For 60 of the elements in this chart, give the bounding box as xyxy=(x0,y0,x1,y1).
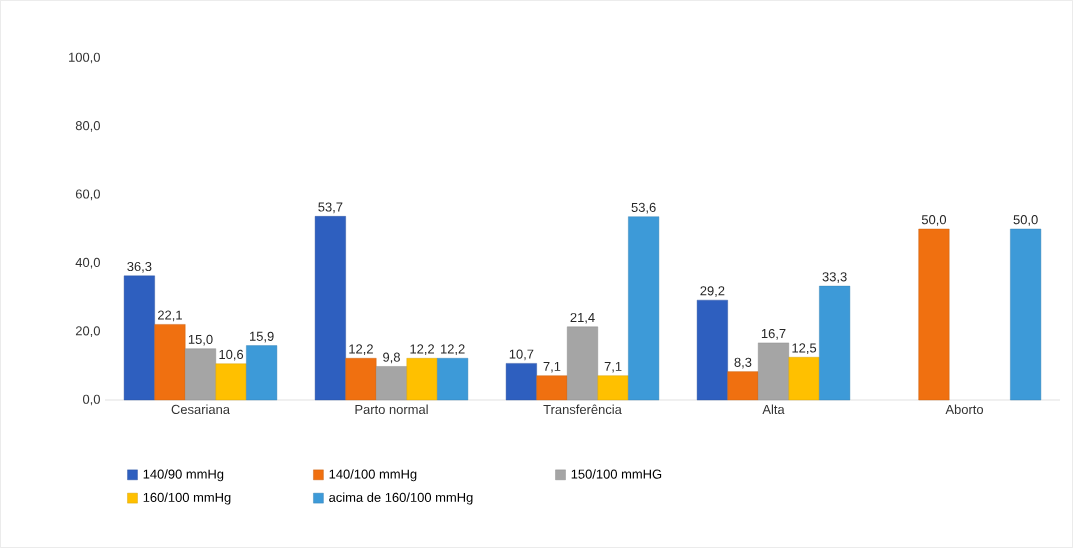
data-label: 16,7 xyxy=(761,328,786,340)
data-label: 8,3 xyxy=(734,357,752,369)
bar xyxy=(215,363,247,401)
y-tick-label: 100,0 xyxy=(69,52,100,64)
bar xyxy=(345,358,377,401)
bar xyxy=(314,216,346,401)
data-label: 33,3 xyxy=(822,272,847,283)
y-tick-label: 60,0 xyxy=(75,189,100,201)
x-tick-label: Parto normal xyxy=(355,404,428,415)
bar xyxy=(727,371,759,401)
bar xyxy=(1010,228,1042,401)
bar xyxy=(437,358,469,401)
y-tick-label: 0,0 xyxy=(82,394,100,406)
data-label: 10,6 xyxy=(219,349,244,361)
bar xyxy=(597,375,629,401)
bar xyxy=(628,216,660,401)
bar xyxy=(788,357,820,401)
bar xyxy=(246,345,278,401)
legend-label: 140/100 mmHg xyxy=(329,469,417,482)
bar xyxy=(819,285,851,401)
bar xyxy=(185,348,216,401)
data-label: 50,0 xyxy=(921,215,947,226)
x-tick-label: Alta xyxy=(762,404,785,415)
y-tick-label: 20,0 xyxy=(75,326,100,337)
data-label: 22,1 xyxy=(157,310,182,322)
x-tick-label: Cesariana xyxy=(171,404,231,415)
data-label: 53,7 xyxy=(318,202,343,214)
data-label: 15,9 xyxy=(250,331,274,343)
data-label: 50,0 xyxy=(1013,215,1038,226)
data-label: 12,2 xyxy=(349,344,373,356)
bar xyxy=(758,342,789,401)
y-tick-label: 40,0 xyxy=(75,257,100,269)
legend-label: 160/100 mmHg xyxy=(143,492,231,505)
data-label: 53,6 xyxy=(631,202,656,214)
data-label: 7,1 xyxy=(543,361,561,373)
data-label: 12,2 xyxy=(410,344,435,356)
data-label: 7,1 xyxy=(604,361,622,373)
bar xyxy=(918,228,950,401)
bar xyxy=(154,324,186,401)
y-tick-label: 80,0 xyxy=(75,121,100,132)
data-label: 29,2 xyxy=(700,286,725,297)
data-label: 21,4 xyxy=(570,312,595,324)
data-label: 36,3 xyxy=(127,261,152,273)
x-tick-label: Transferência xyxy=(543,404,622,415)
legend-label: 140/90 mmHg xyxy=(143,469,224,482)
data-label: 9,8 xyxy=(383,352,400,364)
x-tick-label: Aborto xyxy=(945,404,984,415)
bar xyxy=(406,358,438,401)
bar xyxy=(536,375,568,401)
bar xyxy=(376,366,407,401)
bar xyxy=(505,363,537,401)
bar xyxy=(123,275,155,401)
legend-label: 150/100 mmHG xyxy=(571,469,662,479)
data-label: 10,7 xyxy=(509,349,534,361)
legend-label: acima de 160/100 mmHg xyxy=(329,492,473,505)
bar xyxy=(696,299,728,401)
data-label: 12,5 xyxy=(792,343,817,355)
data-label: 15,0 xyxy=(188,334,213,346)
data-label: 12,2 xyxy=(441,344,465,356)
bar xyxy=(567,326,598,401)
